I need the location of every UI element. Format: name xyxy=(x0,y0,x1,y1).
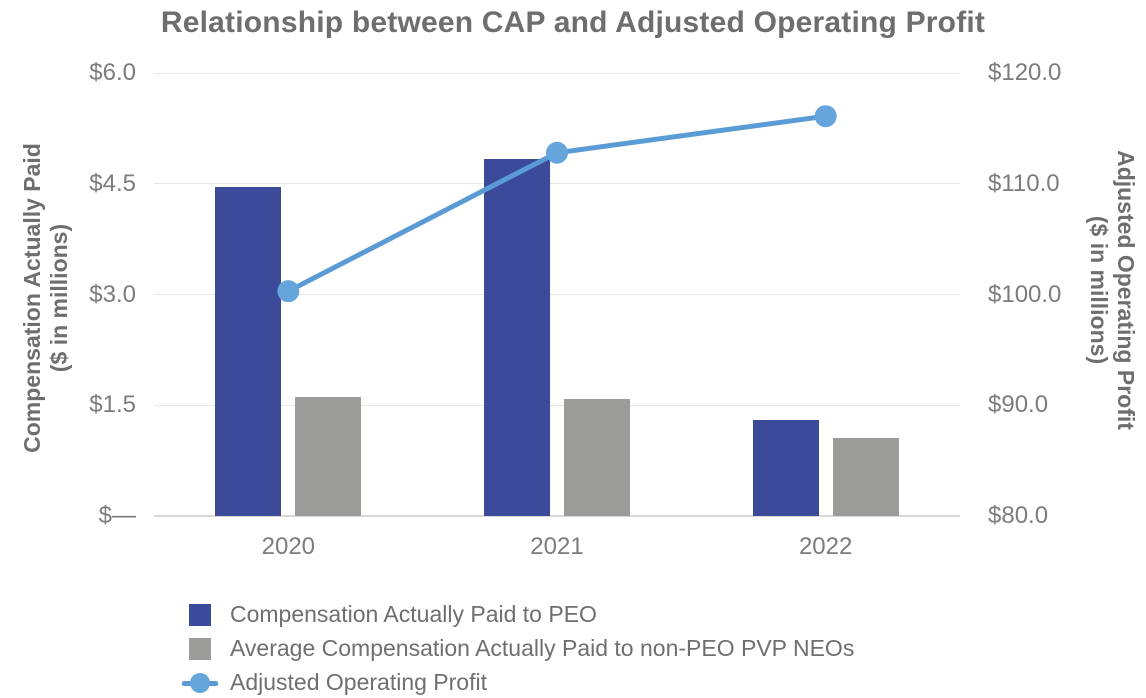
bar-neo-2021 xyxy=(564,399,630,516)
bar-peo-2022 xyxy=(752,420,819,516)
right-axis-tick: $90.0 xyxy=(988,391,1049,419)
left-axis-tick: $4.5 xyxy=(89,169,136,197)
x-axis-label: 2022 xyxy=(798,533,853,560)
right-axis-tick: $100.0 xyxy=(988,280,1062,308)
left-axis-tick: $1.5 xyxy=(89,391,136,419)
peo-bar-swatch-icon xyxy=(189,603,211,626)
neo-bar-swatch-icon xyxy=(189,637,211,660)
right-axis-title: Adjusted Operating Profit ($ in millions… xyxy=(1085,150,1139,430)
left-axis-tick: $— xyxy=(98,502,136,529)
legend-icon-neo xyxy=(182,637,218,660)
legend-icon-peo xyxy=(182,603,218,626)
x-axis-label: 2020 xyxy=(261,533,316,560)
x-axis-label: 2021 xyxy=(530,533,584,560)
chart-title: Relationship between CAP and Adjusted Op… xyxy=(160,6,986,39)
bar-peo-2020 xyxy=(215,187,282,516)
bar-peo-2021 xyxy=(484,159,550,516)
aop-marker-icon xyxy=(190,672,210,693)
x-axis-line xyxy=(154,515,960,517)
bar-neo-2020 xyxy=(295,397,362,516)
left-axis-tick: $6.0 xyxy=(89,59,136,86)
aop-marker-2022 xyxy=(814,105,837,128)
legend-item-aop: Adjusted Operating Profit xyxy=(182,669,854,696)
gridline xyxy=(154,294,960,295)
legend-icon-aop xyxy=(182,672,218,694)
right-axis-tick: $120.0 xyxy=(988,59,1062,86)
gridline xyxy=(154,183,960,185)
left-axis-tick: $3.0 xyxy=(89,280,136,308)
bar-neo-2022 xyxy=(832,438,899,516)
legend-label-neo: Average Compensation Actually Paid to no… xyxy=(230,635,855,661)
legend-label-aop: Adjusted Operating Profit xyxy=(230,669,487,695)
legend-item-peo: Compensation Actually Paid to PEO xyxy=(182,601,854,628)
right-axis-title-line1: Adjusted Operating Profit xyxy=(1113,150,1139,430)
legend-item-neo: Average Compensation Actually Paid to no… xyxy=(182,635,854,662)
right-axis-tick: $110.0 xyxy=(988,169,1060,197)
legend: Compensation Actually Paid to PEO Averag… xyxy=(182,601,854,696)
gridline xyxy=(154,72,960,74)
right-axis-tick: $80.0 xyxy=(988,502,1049,529)
legend-label-peo: Compensation Actually Paid to PEO xyxy=(230,601,597,627)
aop-line xyxy=(287,113,827,294)
right-axis-title-line2: ($ in millions) xyxy=(1086,215,1112,365)
gridline xyxy=(154,404,960,406)
